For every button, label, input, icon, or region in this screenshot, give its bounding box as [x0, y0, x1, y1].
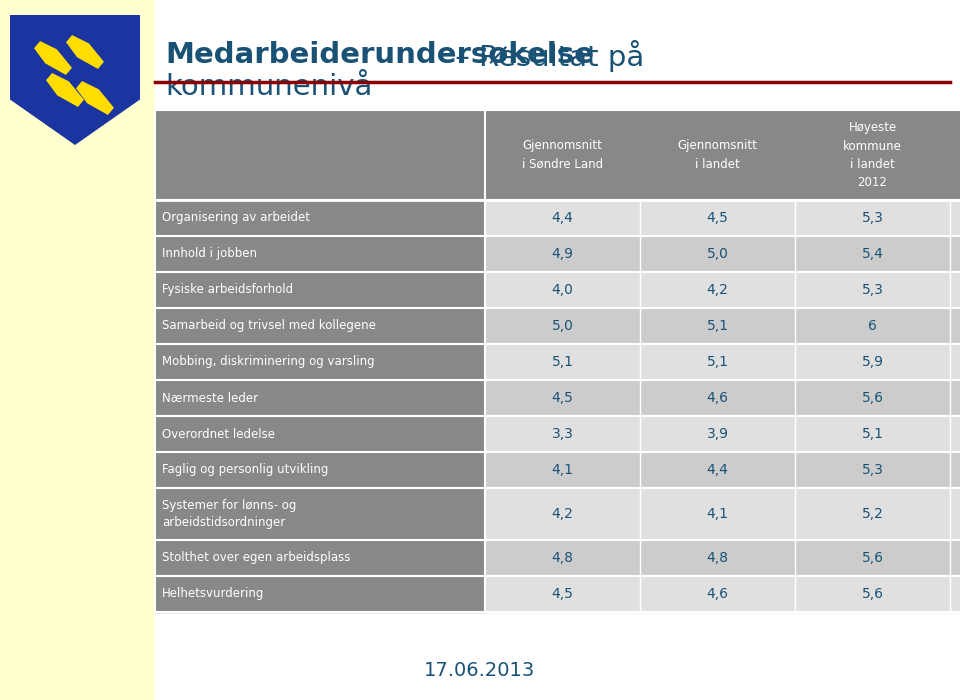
Bar [485, 308, 960, 344]
Bar [155, 236, 485, 272]
Bar [155, 540, 485, 576]
Bar [485, 272, 960, 308]
Text: 4,2: 4,2 [552, 507, 573, 521]
Text: 5,9: 5,9 [861, 355, 883, 369]
Text: – Resultat på: – Resultat på [445, 40, 644, 72]
Text: Gjennomsnitt
i landet: Gjennomsnitt i landet [678, 139, 757, 171]
Text: 5,1: 5,1 [861, 427, 883, 441]
Text: 17.06.2013: 17.06.2013 [424, 661, 536, 680]
Bar [155, 200, 485, 236]
Text: 4,8: 4,8 [551, 551, 573, 565]
Bar [155, 110, 960, 200]
Bar [485, 488, 960, 540]
Polygon shape [66, 35, 104, 69]
Bar [485, 344, 960, 380]
Bar [155, 488, 485, 540]
Bar [155, 380, 485, 416]
Bar [485, 200, 960, 236]
Bar [155, 344, 485, 380]
Bar [155, 110, 960, 612]
Text: Samarbeid og trivsel med kollegene: Samarbeid og trivsel med kollegene [162, 319, 376, 332]
Text: 4,2: 4,2 [707, 283, 729, 297]
Text: Systemer for lønns- og
arbeidstidsordninger: Systemer for lønns- og arbeidstidsordnin… [162, 499, 297, 529]
Polygon shape [34, 41, 72, 75]
Text: Høyeste
kommune
i landet
2012: Høyeste kommune i landet 2012 [843, 122, 902, 188]
Text: Gjennomsnitt
i Søndre Land: Gjennomsnitt i Søndre Land [522, 139, 603, 171]
Text: Mobbing, diskriminering og varsling: Mobbing, diskriminering og varsling [162, 356, 374, 368]
Polygon shape [76, 81, 114, 115]
Text: 3,3: 3,3 [552, 427, 573, 441]
Bar [485, 416, 960, 452]
Bar [485, 452, 960, 488]
Polygon shape [46, 73, 84, 107]
Text: Nærmeste leder: Nærmeste leder [162, 391, 258, 405]
Text: 5,1: 5,1 [707, 355, 729, 369]
Text: 5,2: 5,2 [861, 507, 883, 521]
Bar [485, 236, 960, 272]
Text: Medarbeiderundersøkelse: Medarbeiderundersøkelse [165, 40, 594, 68]
Text: Innhold i jobben: Innhold i jobben [162, 248, 257, 260]
Text: 4,1: 4,1 [707, 507, 729, 521]
Text: 5,6: 5,6 [861, 587, 883, 601]
Text: kommunenivå: kommunenivå [165, 73, 372, 101]
Text: 5,0: 5,0 [552, 319, 573, 333]
Text: Overordnet ledelse: Overordnet ledelse [162, 428, 275, 440]
Text: 4,0: 4,0 [552, 283, 573, 297]
Text: 5,0: 5,0 [707, 247, 729, 261]
Text: 4,1: 4,1 [551, 463, 573, 477]
Text: 4,5: 4,5 [552, 391, 573, 405]
Bar [155, 272, 485, 308]
Text: Faglig og personlig utvikling: Faglig og personlig utvikling [162, 463, 328, 477]
Text: 6: 6 [868, 319, 876, 333]
Bar [155, 576, 485, 612]
Text: 5,6: 5,6 [861, 551, 883, 565]
Text: 4,6: 4,6 [707, 391, 729, 405]
Bar [155, 0, 960, 700]
Text: 5,6: 5,6 [861, 391, 883, 405]
Bar [485, 576, 960, 612]
Text: 5,3: 5,3 [861, 211, 883, 225]
Text: 5,3: 5,3 [861, 463, 883, 477]
Text: 5,4: 5,4 [861, 247, 883, 261]
Text: 5,1: 5,1 [551, 355, 573, 369]
Bar [155, 452, 485, 488]
Text: 4,5: 4,5 [707, 211, 729, 225]
Text: 3,9: 3,9 [707, 427, 729, 441]
Text: 4,4: 4,4 [552, 211, 573, 225]
Text: 4,5: 4,5 [552, 587, 573, 601]
Text: Fysiske arbeidsforhold: Fysiske arbeidsforhold [162, 284, 293, 297]
Polygon shape [10, 15, 140, 145]
Text: 4,9: 4,9 [551, 247, 573, 261]
Bar [155, 416, 485, 452]
Bar [155, 308, 485, 344]
Text: 5,3: 5,3 [861, 283, 883, 297]
Bar [485, 380, 960, 416]
Text: 4,6: 4,6 [707, 587, 729, 601]
Text: 5,1: 5,1 [707, 319, 729, 333]
Text: Stolthet over egen arbeidsplass: Stolthet over egen arbeidsplass [162, 552, 350, 564]
Text: 4,4: 4,4 [707, 463, 729, 477]
Text: Organisering av arbeidet: Organisering av arbeidet [162, 211, 310, 225]
Text: Helhetsvurdering: Helhetsvurdering [162, 587, 264, 601]
Bar [0, 0, 155, 700]
Bar [485, 540, 960, 576]
Text: 4,8: 4,8 [707, 551, 729, 565]
